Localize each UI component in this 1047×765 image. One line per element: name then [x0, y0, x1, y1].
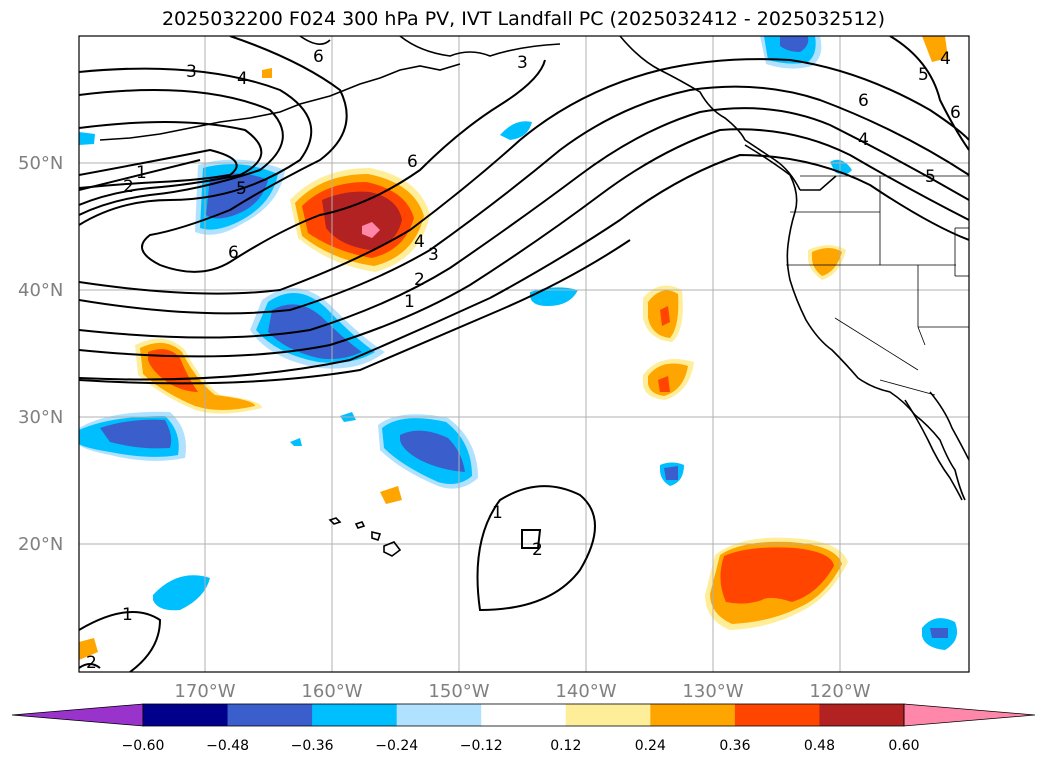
colorbar-ticks: −0.60 −0.48 −0.36 −0.24 −0.12 0.12 0.24 … [122, 738, 920, 754]
contour-label: 2 [86, 653, 97, 673]
colorbar-tick: 0.36 [719, 738, 750, 754]
contour-label: 1 [122, 605, 133, 625]
contour-label: 2 [532, 540, 543, 560]
contour-label: 1 [136, 163, 147, 183]
lat-labels: 50°N 40°N 30°N 20°N [18, 153, 63, 555]
pv-contour-labels: 3 4 6 3 6 4 5 6 5 4 1 2 5 6 6 4 3 2 1 1 … [86, 47, 961, 673]
colorbar-under-extend [11, 703, 144, 727]
lon-label-130w: 130°W [682, 681, 743, 702]
lat-label-50n: 50°N [18, 153, 63, 174]
state-borders [786, 175, 969, 396]
colorbar-tick: 0.24 [635, 738, 666, 754]
contour-label: 6 [858, 91, 869, 111]
colorbar-bin [650, 704, 736, 726]
lat-label-20n: 20°N [18, 534, 63, 555]
colorbar-bin [143, 704, 229, 726]
map-title: 2025032200 F024 300 hPa PV, IVT Landfall… [161, 8, 886, 30]
lon-labels: 170°W 160°W 150°W 140°W 130°W 120°W [174, 681, 870, 702]
contour-label: 4 [237, 69, 248, 89]
colorbar-bin [481, 704, 567, 726]
pv-contours [79, 36, 969, 672]
contour-label: 5 [236, 179, 247, 199]
colorbar-tick: 0.48 [804, 738, 835, 754]
colorbar-over-extend [903, 703, 1036, 727]
contour-label: 2 [123, 177, 134, 197]
colorbar-bins [143, 704, 905, 726]
colorbar-tick: −0.36 [291, 738, 334, 754]
colorbar: −0.60 −0.48 −0.36 −0.24 −0.12 0.12 0.24 … [11, 703, 1036, 754]
colorbar-tick: −0.60 [122, 738, 165, 754]
colorbar-bin [227, 704, 313, 726]
colorbar-bin [396, 704, 482, 726]
contour-label: 3 [428, 245, 439, 265]
colorbar-tick: 0.12 [550, 738, 581, 754]
colorbar-tick: −0.48 [206, 738, 249, 754]
colorbar-tick: −0.24 [375, 738, 418, 754]
graticule [79, 36, 969, 672]
contour-label: 3 [517, 53, 528, 73]
lat-label-40n: 40°N [18, 280, 63, 301]
contour-label: 4 [414, 232, 425, 252]
lon-label-160w: 160°W [301, 681, 362, 702]
contour-label: 4 [858, 130, 869, 150]
neg-anomaly-5 [153, 575, 210, 611]
plot-frame [78, 35, 970, 673]
contour-label: 3 [186, 62, 197, 82]
lon-label-120w: 120°W [809, 681, 870, 702]
colorbar-bin [819, 704, 905, 726]
colorbar-bin [734, 704, 820, 726]
lon-label-150w: 150°W [428, 681, 489, 702]
contour-label: 5 [925, 167, 936, 187]
colorbar-bin [312, 704, 398, 726]
lon-label-170w: 170°W [174, 681, 235, 702]
contour-label: 6 [950, 103, 961, 123]
contour-label: 6 [407, 152, 418, 172]
contour-label: 6 [228, 243, 239, 263]
lon-label-140w: 140°W [555, 681, 616, 702]
contour-label: 1 [492, 503, 503, 523]
lat-label-30n: 30°N [18, 407, 63, 428]
colorbar-tick: −0.12 [460, 738, 503, 754]
contour-label: 4 [940, 49, 951, 69]
colorbar-bin [565, 704, 651, 726]
colorbar-tick: 0.60 [888, 738, 919, 754]
contour-label: 6 [313, 47, 324, 67]
contour-label: 5 [918, 65, 929, 85]
contour-label: 1 [404, 292, 415, 312]
contour-label: 2 [414, 270, 425, 290]
